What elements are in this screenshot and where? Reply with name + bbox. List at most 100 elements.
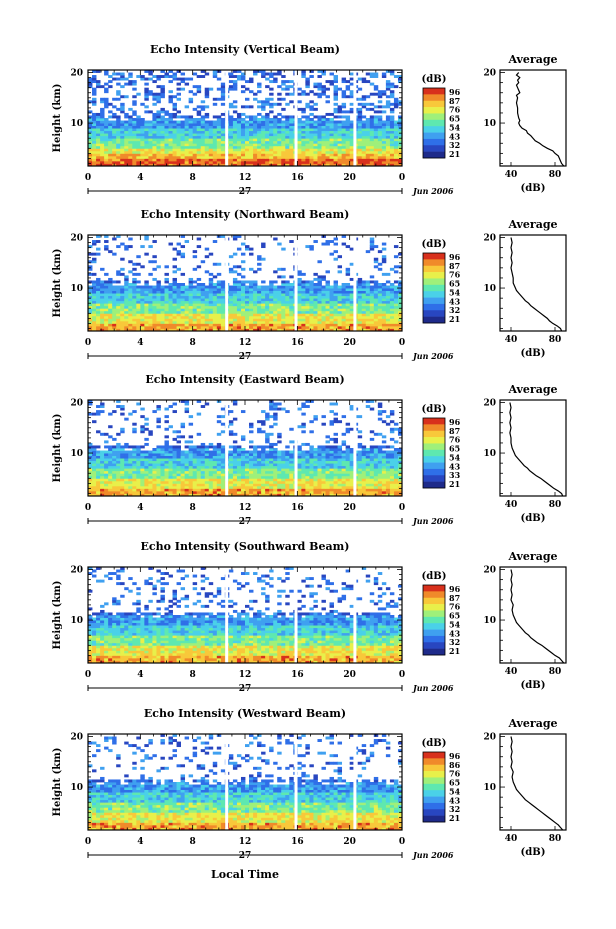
heatmap-cell bbox=[228, 315, 234, 319]
heatmap-cell bbox=[156, 470, 161, 474]
heatmap-cell bbox=[240, 468, 246, 472]
heatmap-cell bbox=[393, 148, 399, 152]
heatmap-cell bbox=[136, 325, 141, 329]
heatmap-cell bbox=[301, 465, 306, 469]
heatmap-cell bbox=[257, 145, 262, 149]
heatmap-cell bbox=[381, 110, 387, 114]
heatmap-cell bbox=[204, 315, 210, 319]
heatmap-cell bbox=[365, 323, 371, 327]
heatmap-cell bbox=[188, 473, 194, 477]
heatmap-cell bbox=[397, 125, 402, 129]
heatmap-cell bbox=[104, 293, 109, 297]
heatmap-cell bbox=[92, 153, 97, 157]
heatmap-cell bbox=[301, 115, 306, 119]
heatmap-cell bbox=[180, 148, 186, 152]
heatmap-cell bbox=[188, 118, 194, 121]
heatmap-cell bbox=[313, 123, 318, 126]
heatmap-cell bbox=[156, 158, 161, 162]
heatmap-cell bbox=[116, 143, 121, 147]
heatmap-cell bbox=[180, 283, 186, 286]
heatmap-cell bbox=[168, 313, 173, 317]
heatmap-cell bbox=[184, 295, 190, 299]
heatmap-cell bbox=[253, 480, 258, 484]
heatmap-cell bbox=[345, 163, 351, 166]
heatmap-cell bbox=[200, 318, 206, 322]
heatmap-cell bbox=[128, 283, 133, 286]
heatmap-cell bbox=[349, 110, 355, 114]
heatmap-cell bbox=[112, 468, 117, 472]
heatmap-cell bbox=[349, 138, 355, 142]
heatmap-cell bbox=[164, 305, 169, 309]
heatmap-cell bbox=[253, 293, 258, 297]
heatmap-cell bbox=[253, 150, 258, 154]
heatmap-cell bbox=[88, 323, 93, 327]
heatmap-cell bbox=[361, 483, 367, 487]
heatmap-cell bbox=[393, 308, 399, 312]
heatmap-cell bbox=[273, 470, 278, 474]
heatmap-cell bbox=[200, 308, 206, 312]
heatmap-cell bbox=[192, 72, 198, 76]
heatmap-cell bbox=[265, 325, 270, 329]
heatmap-cell bbox=[212, 125, 218, 129]
heatmap-cell bbox=[321, 120, 326, 124]
heatmap-cell bbox=[200, 325, 206, 329]
heatmap-cell bbox=[301, 488, 306, 492]
heatmap-cell bbox=[285, 163, 290, 166]
heatmap-cell bbox=[160, 110, 165, 114]
heatmap-cell bbox=[120, 480, 125, 484]
heatmap-cell bbox=[200, 293, 206, 297]
heatmap-cell bbox=[228, 480, 234, 484]
heatmap-cell bbox=[249, 490, 254, 494]
heatmap-cell bbox=[373, 148, 379, 152]
heatmap-cell bbox=[381, 493, 387, 496]
heatmap-cell bbox=[204, 293, 210, 297]
heatmap-cell bbox=[381, 285, 387, 289]
heatmap-cell bbox=[301, 480, 306, 484]
heatmap-cell bbox=[261, 295, 266, 299]
heatmap-cell bbox=[305, 468, 310, 472]
heatmap-cell bbox=[148, 313, 153, 317]
heatmap-cell bbox=[136, 480, 141, 484]
heatmap-cell bbox=[377, 483, 383, 487]
average-x-label: (dB) bbox=[521, 183, 546, 194]
heatmap-cell bbox=[325, 465, 330, 469]
heatmap-cell bbox=[156, 112, 161, 116]
heatmap-cell bbox=[100, 163, 105, 166]
heatmap-cell bbox=[104, 138, 109, 142]
heatmap-cell bbox=[281, 295, 286, 299]
heatmap-cell bbox=[96, 153, 101, 157]
heatmap-cell bbox=[168, 285, 173, 289]
heatmap-cell bbox=[281, 310, 286, 314]
heatmap-cell bbox=[325, 242, 330, 246]
heatmap-cell bbox=[188, 158, 194, 162]
heatmap-cell bbox=[357, 128, 363, 132]
heatmap-cell bbox=[92, 310, 97, 314]
heatmap-cell bbox=[285, 150, 290, 154]
heatmap-cell bbox=[168, 70, 173, 73]
heatmap-cell bbox=[192, 130, 198, 134]
heatmap-cell bbox=[253, 160, 258, 164]
heatmap-cell bbox=[281, 305, 286, 309]
heatmap-cell bbox=[192, 320, 198, 324]
heatmap-cell bbox=[108, 277, 113, 281]
heatmap-cell bbox=[285, 125, 290, 129]
heatmap-cell bbox=[249, 247, 254, 251]
heatmap-cell bbox=[297, 272, 302, 276]
heatmap-cell bbox=[277, 155, 282, 159]
heatmap-cell bbox=[96, 140, 101, 144]
heatmap-cell bbox=[140, 265, 145, 269]
heatmap-cell bbox=[112, 138, 117, 142]
heatmap-cell bbox=[108, 483, 113, 487]
heatmap-cell bbox=[321, 303, 326, 307]
heatmap-cell bbox=[100, 470, 105, 474]
heatmap-cell bbox=[349, 295, 355, 299]
heatmap-cell bbox=[305, 133, 310, 137]
heatmap-cell bbox=[297, 303, 302, 307]
heatmap-cell bbox=[309, 483, 314, 487]
heatmap-cell bbox=[132, 473, 137, 477]
heatmap-cell bbox=[333, 85, 338, 89]
heatmap-cell bbox=[212, 303, 218, 307]
heatmap-cell bbox=[144, 490, 149, 494]
heatmap-cell bbox=[172, 285, 177, 289]
heatmap-cell bbox=[281, 148, 286, 152]
